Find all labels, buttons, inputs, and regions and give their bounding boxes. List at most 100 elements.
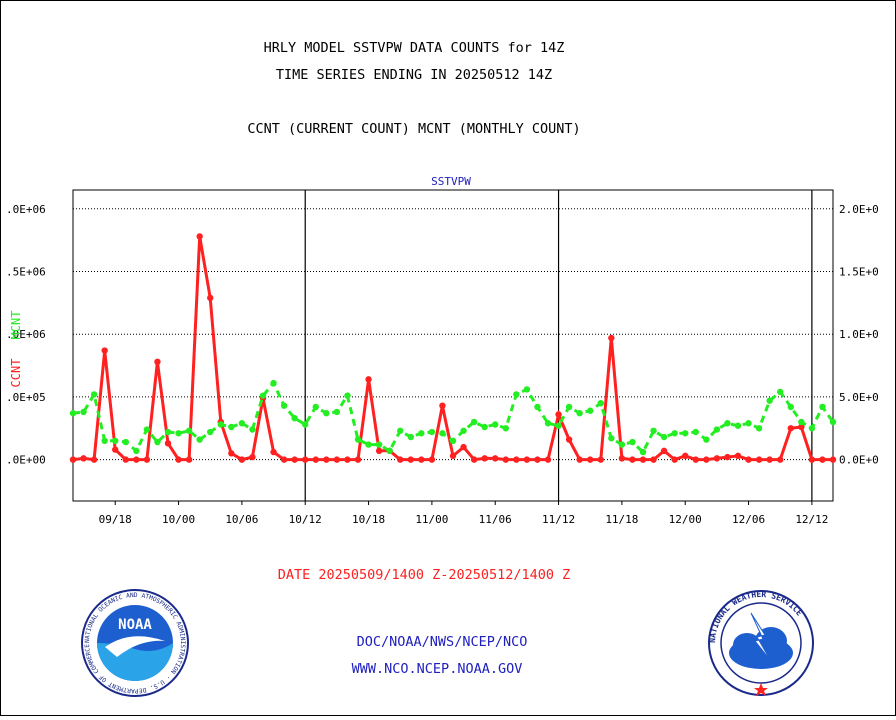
- point-ccnt: [713, 455, 721, 462]
- point-ccnt: [185, 456, 193, 463]
- point-ccnt: [154, 358, 161, 366]
- plot-title: SSTVPW: [431, 175, 471, 188]
- point-mcnt: [312, 403, 319, 411]
- point-ccnt: [534, 456, 541, 463]
- point-ccnt: [291, 456, 298, 463]
- point-ccnt: [544, 456, 552, 463]
- point-ccnt: [80, 455, 87, 462]
- point-mcnt: [576, 410, 583, 417]
- y-tick-label-left: .0E+00: [6, 454, 46, 467]
- point-mcnt: [502, 425, 509, 432]
- y-tick-label-left: .0E+05: [6, 391, 46, 404]
- x-tick-label: 11/06: [479, 513, 512, 526]
- point-mcnt: [787, 403, 794, 411]
- point-mcnt: [259, 392, 267, 399]
- point-ccnt: [312, 456, 319, 463]
- point-mcnt: [481, 423, 488, 431]
- point-ccnt: [755, 456, 763, 463]
- point-ccnt: [639, 456, 647, 463]
- x-tick-label: 10/12: [289, 513, 322, 526]
- point-ccnt: [618, 455, 626, 462]
- point-ccnt: [228, 450, 235, 457]
- point-mcnt: [470, 418, 478, 426]
- point-ccnt: [555, 411, 562, 418]
- point-mcnt: [703, 436, 710, 443]
- y-tick-label-right: 5.0E+0: [839, 391, 879, 404]
- x-tick-label: 10/00: [162, 513, 195, 526]
- point-ccnt: [449, 452, 457, 460]
- point-mcnt: [745, 420, 752, 427]
- point-ccnt: [734, 452, 742, 460]
- point-mcnt: [196, 436, 203, 443]
- point-ccnt: [270, 448, 277, 456]
- point-ccnt: [798, 423, 805, 431]
- point-mcnt: [133, 447, 140, 455]
- point-mcnt: [629, 438, 636, 446]
- org-line: DOC/NOAA/NWS/NCEP/NCO: [357, 634, 528, 650]
- noaa-logo-word: NOAA: [118, 617, 152, 633]
- point-ccnt: [460, 443, 467, 451]
- date-range-label: DATE 20250509/1400 Z-20250512/1400 Z: [278, 567, 571, 583]
- point-ccnt: [238, 456, 246, 463]
- point-mcnt: [428, 428, 436, 436]
- point-mcnt: [344, 392, 351, 399]
- point-mcnt: [755, 425, 763, 432]
- point-ccnt: [703, 456, 710, 463]
- point-ccnt: [565, 436, 573, 443]
- point-ccnt: [365, 376, 372, 383]
- point-ccnt: [777, 456, 784, 463]
- point-mcnt: [713, 426, 721, 433]
- point-mcnt: [291, 415, 298, 422]
- point-mcnt: [439, 430, 446, 437]
- point-mcnt: [513, 391, 520, 398]
- point-ccnt: [249, 453, 256, 461]
- point-mcnt: [671, 430, 678, 437]
- nws-logo: NATIONAL WEATHER SERVICE: [708, 590, 814, 696]
- point-mcnt: [492, 421, 499, 428]
- point-ccnt: [745, 456, 752, 463]
- point-mcnt: [819, 403, 826, 411]
- point-ccnt: [323, 456, 330, 463]
- point-mcnt: [618, 441, 626, 448]
- point-mcnt: [217, 421, 224, 428]
- point-ccnt: [133, 456, 140, 463]
- point-ccnt: [808, 456, 816, 463]
- point-ccnt: [439, 402, 446, 409]
- y-tick-label-right: 2.0E+0: [839, 203, 879, 216]
- point-mcnt: [587, 407, 594, 414]
- point-mcnt: [249, 426, 256, 433]
- title-line-1: HRLY MODEL SSTVPW DATA COUNTS for 14Z: [264, 40, 565, 56]
- url-line: WWW.NCO.NCEP.NOAA.GOV: [352, 661, 523, 677]
- point-ccnt: [608, 334, 615, 342]
- y-tick-label-left: .0E+06: [6, 203, 46, 216]
- point-ccnt: [280, 456, 288, 463]
- point-ccnt: [492, 455, 499, 462]
- point-ccnt: [829, 456, 837, 463]
- point-mcnt: [175, 430, 182, 437]
- point-mcnt: [682, 430, 689, 437]
- point-ccnt: [302, 456, 309, 463]
- point-ccnt: [344, 456, 351, 463]
- point-ccnt: [101, 347, 108, 354]
- point-mcnt: [164, 428, 172, 436]
- point-mcnt: [69, 410, 77, 417]
- point-mcnt: [418, 430, 425, 437]
- point-mcnt: [798, 418, 805, 426]
- point-ccnt: [576, 456, 583, 463]
- point-mcnt: [354, 436, 362, 443]
- point-ccnt: [587, 456, 594, 463]
- point-mcnt: [270, 379, 277, 387]
- point-ccnt: [481, 455, 488, 462]
- plot-area: .0E+00 0.0E+0 .0E+05 5.0E+0 .0E+06 1.0E+0 .5E+…: [6, 189, 879, 526]
- point-mcnt: [460, 427, 467, 434]
- point-mcnt: [692, 428, 699, 436]
- point-ccnt: [122, 456, 129, 463]
- point-ccnt: [112, 446, 119, 453]
- x-tick-label: 12/06: [732, 513, 765, 526]
- point-ccnt: [671, 456, 678, 463]
- point-mcnt: [407, 433, 414, 441]
- point-mcnt: [112, 437, 119, 445]
- x-tick-label: 09/18: [99, 513, 132, 526]
- point-mcnt: [829, 418, 837, 426]
